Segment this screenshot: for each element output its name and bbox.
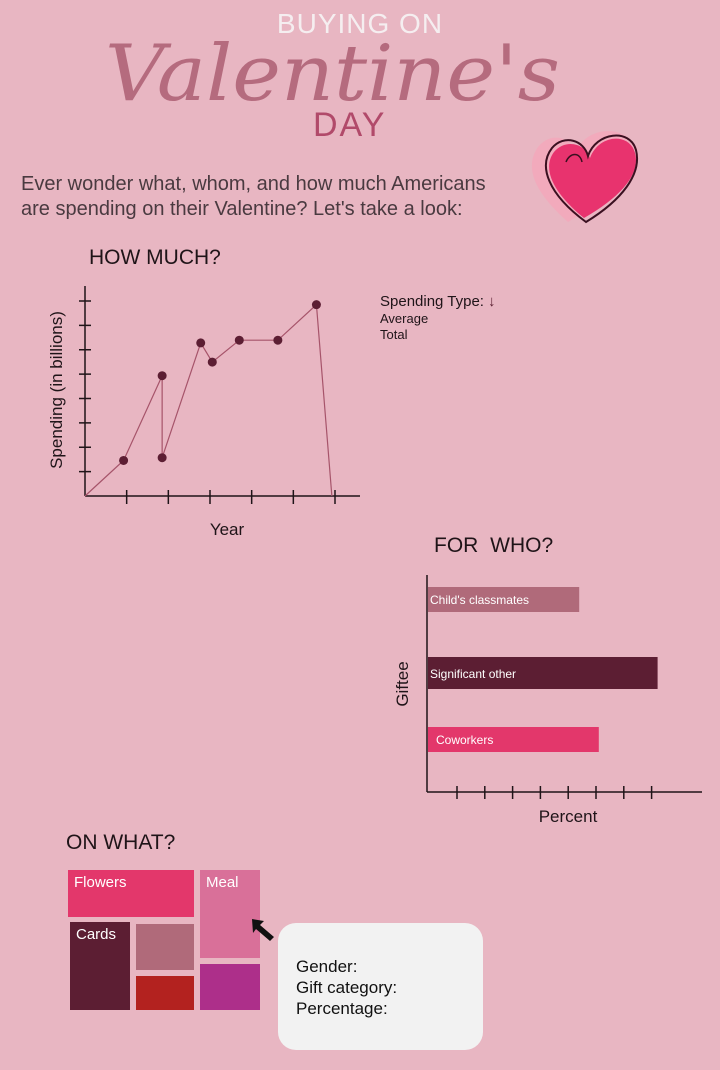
title-script-text: Valentine's	[105, 29, 560, 115]
bar	[428, 587, 580, 612]
for-who-heading: FOR WHO?	[434, 534, 554, 557]
heart-icon	[531, 130, 639, 224]
tooltip-percentage: Percentage:	[296, 999, 388, 1018]
treemap-cell-cards[interactable]: Cards	[70, 922, 130, 1010]
intro-line-1: Ever wonder what, whom, and how much Ame…	[21, 173, 486, 195]
data-point	[157, 371, 167, 381]
bar-label: Significant other	[430, 667, 516, 681]
spending-type-legend[interactable]: Spending Type: ↓ Average Total	[380, 293, 495, 343]
bar-label: Coworkers	[436, 733, 493, 747]
y-axis-label: Giftee	[393, 661, 412, 706]
tooltip-gender: Gender:	[296, 957, 358, 976]
bar	[428, 727, 599, 752]
treemap-label: Flowers	[74, 874, 127, 891]
pointer-arrow-icon	[252, 919, 274, 941]
title-day: DAY	[313, 106, 387, 144]
tooltip-card: Gender: Gift category: Percentage:	[278, 923, 483, 1050]
treemap-label: Meal	[206, 874, 239, 891]
intro-line-2: are spending on their Valentine? Let's t…	[21, 198, 463, 220]
data-point	[311, 300, 321, 310]
legend-header[interactable]: Spending Type: ↓	[380, 293, 495, 311]
data-point	[157, 453, 167, 463]
treemap-cell-mauve[interactable]	[136, 924, 194, 970]
down-arrow-icon[interactable]: ↓	[487, 293, 496, 310]
treemap-label: Cards	[76, 926, 117, 943]
legend-item-total[interactable]: Total	[380, 327, 408, 342]
data-point	[119, 455, 129, 465]
treemap-cell-meal[interactable]: Meal	[200, 870, 260, 958]
how-much-heading: HOW MUCH?	[89, 246, 221, 269]
data-point	[234, 335, 244, 345]
x-axis-label: Year	[210, 520, 245, 539]
legend-item-average[interactable]: Average	[380, 311, 429, 326]
tooltip-gift-category: Gift category:	[296, 978, 398, 997]
y-axis-label: Spending (in billions)	[47, 311, 66, 469]
data-point	[196, 338, 206, 348]
data-point	[207, 357, 217, 367]
bar-label: Child's classmates	[430, 593, 529, 607]
bar-chart[interactable]: Child's classmates Significant other Cowor…	[388, 565, 708, 835]
bar	[428, 657, 658, 689]
on-what-heading: ON WHAT?	[66, 831, 176, 854]
series-line	[84, 303, 333, 497]
x-axis-label: Percent	[539, 807, 598, 826]
title-script: Valentine's	[105, 29, 560, 115]
line-chart[interactable]: Year Spending (in billions)	[40, 275, 370, 550]
treemap-cell-flowers[interactable]: Flowers	[68, 870, 194, 917]
treemap-cell-magenta[interactable]	[200, 964, 260, 1010]
title-top: BUYING ON	[276, 8, 444, 39]
intro-text: Ever wonder what, whom, and how much Ame…	[21, 172, 541, 222]
legend-title: Spending Type:	[380, 293, 484, 310]
treemap-cell-red[interactable]	[136, 976, 194, 1010]
data-point	[273, 335, 283, 345]
